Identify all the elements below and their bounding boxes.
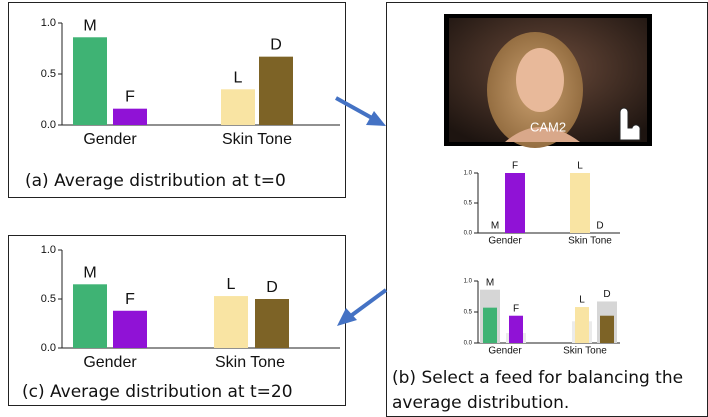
bar — [600, 316, 614, 343]
bar-label: M — [491, 221, 499, 232]
bar-label: D — [596, 221, 603, 232]
bar — [73, 37, 107, 125]
bar-label: M — [486, 277, 494, 288]
group-label: Skin Tone — [568, 236, 612, 247]
caption: (a) Average distribution at t=0 — [25, 171, 286, 191]
group-label: Gender — [83, 131, 137, 148]
bar — [214, 296, 248, 348]
bar-label: D — [603, 289, 610, 300]
y-tick-label: 0.0 — [464, 231, 473, 237]
bar — [505, 173, 525, 233]
arrow-a-to-b — [336, 98, 386, 126]
bar — [575, 307, 589, 343]
bar-label: D — [270, 37, 282, 54]
group-label: Skin Tone — [215, 354, 285, 371]
bar-label: F — [125, 291, 135, 308]
y-tick-label: 0.5 — [41, 293, 56, 305]
camera-label: CAM2 — [530, 119, 566, 134]
bar — [113, 109, 147, 125]
bar-label: D — [266, 279, 278, 296]
panel-a-box — [9, 3, 346, 198]
bar — [255, 299, 289, 348]
bar-label: F — [125, 89, 135, 106]
y-tick-label: 0.5 — [464, 201, 473, 207]
bar-label: F — [513, 303, 519, 314]
bar-label: L — [577, 161, 583, 172]
bar-label: F — [512, 161, 518, 172]
figure: 0.0 0.5 1.0 M F L D Gender Skin Tone (a) Average … — [0, 0, 708, 417]
bar — [259, 57, 293, 125]
y-tick-label: 0.5 — [41, 68, 56, 80]
bar-label: L — [234, 69, 243, 86]
group-label: Gender — [488, 346, 522, 357]
group-label: Gender — [488, 236, 522, 247]
bar — [483, 308, 497, 343]
group-label: Skin Tone — [563, 346, 607, 357]
caption: average distribution. — [392, 393, 569, 413]
y-tick-label: 1.0 — [41, 17, 56, 29]
y-tick-label: 0.5 — [464, 310, 473, 316]
y-tick-label: 0.0 — [464, 341, 473, 347]
bar-label: M — [83, 17, 96, 34]
bar — [221, 89, 255, 125]
group-label: Skin Tone — [222, 131, 292, 148]
y-tick-label: 0.0 — [41, 342, 56, 354]
y-tick-label: 0.0 — [41, 119, 56, 131]
bar — [113, 311, 147, 348]
bar — [570, 173, 590, 233]
caption: (b) Select a feed for balancing the — [392, 368, 683, 388]
bar-label: L — [227, 276, 236, 293]
bar-label: M — [83, 264, 96, 281]
group-label: Gender — [83, 354, 137, 371]
arrow-b-to-c — [337, 290, 386, 326]
y-tick-label: 1.0 — [464, 171, 473, 177]
panel-c-box — [9, 236, 346, 406]
caption: (c) Average distribution at t=20 — [22, 382, 293, 402]
y-tick-label: 1.0 — [464, 279, 473, 285]
bar — [509, 316, 523, 343]
bar — [73, 284, 107, 348]
y-tick-label: 1.0 — [41, 244, 56, 256]
bar-label: L — [579, 295, 585, 306]
